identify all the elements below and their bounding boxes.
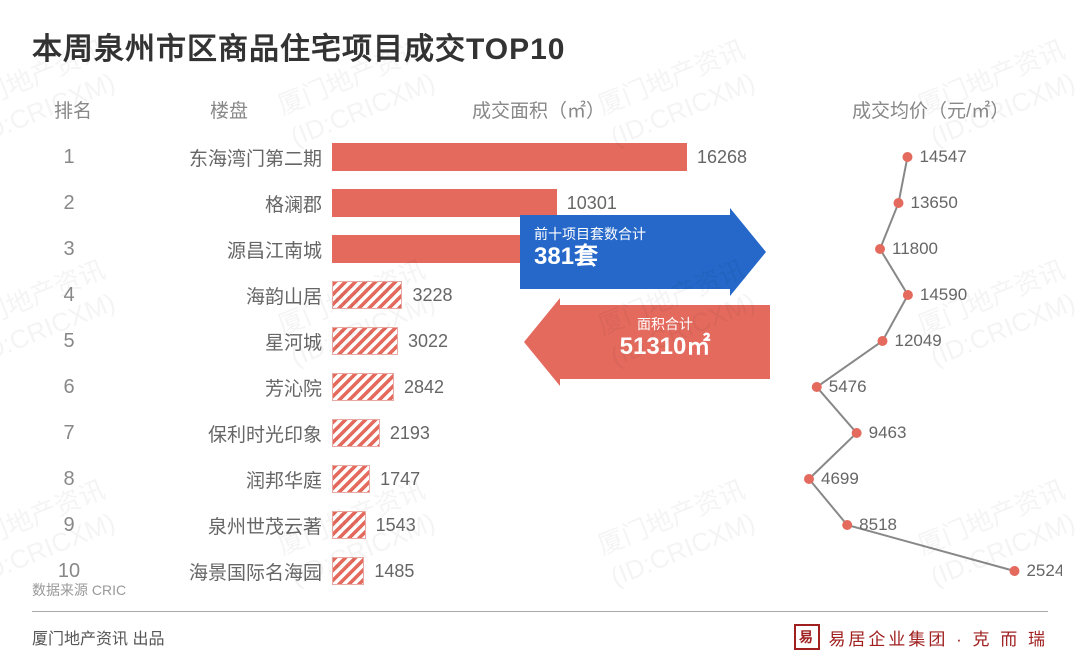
area-bar <box>332 557 364 585</box>
page: 本周泉州市区商品住宅项目成交TOP10 排名 楼盘 成交面积（㎡） 成交均价（元… <box>0 0 1080 672</box>
area-bar <box>332 189 557 217</box>
divider <box>32 611 1048 612</box>
callout-area-label: 面积合计 <box>574 315 756 333</box>
area-value: 1747 <box>380 465 420 493</box>
rank-cell: 2 <box>54 192 84 215</box>
rank-cell: 7 <box>54 422 84 445</box>
area-value: 3022 <box>408 327 448 355</box>
area-value: 1543 <box>376 511 416 539</box>
area-value: 1485 <box>374 557 414 585</box>
col-price: 成交均价（元/㎡） <box>852 96 1009 123</box>
bar-area: 2193 <box>332 419 712 447</box>
name-cell: 芳沁院 <box>112 374 322 401</box>
logo-mark-icon: 易 <box>794 624 820 650</box>
footer-right: 易居企业集团 · 克 而 瑞 <box>828 625 1048 650</box>
name-cell: 星河城 <box>112 328 322 355</box>
area-bar <box>332 143 687 171</box>
column-headers: 排名 楼盘 成交面积（㎡） 成交均价（元/㎡） <box>32 96 1048 124</box>
table-row: 10海景国际名海园1485 <box>32 548 1048 594</box>
footer-logo: 易 易居企业集团 · 克 而 瑞 <box>794 624 1048 650</box>
area-bar <box>332 373 394 401</box>
area-bar <box>332 419 380 447</box>
table-row: 7 保利时光印象 2193 <box>32 410 1048 456</box>
footer-left: 厦门地产资讯 出品 <box>32 625 164 649</box>
col-area: 成交面积（㎡） <box>472 96 605 123</box>
rank-cell: 4 <box>54 284 84 307</box>
bar-area: 10301 <box>332 189 712 217</box>
name-cell: 东海湾门第二期 <box>112 144 322 171</box>
name-cell: 源昌江南城 <box>112 236 322 263</box>
rank-cell: 9 <box>54 514 84 537</box>
callout-area-value: 51310㎡ <box>574 333 756 362</box>
rank-cell: 1 <box>54 146 84 169</box>
bar-area: 1485 <box>332 557 712 585</box>
area-value: 3228 <box>412 281 452 309</box>
name-cell: 海韵山居 <box>112 282 322 309</box>
area-bar <box>332 511 366 539</box>
callout-units-value: 381套 <box>534 243 716 272</box>
name-cell: 润邦华庭 <box>112 466 322 493</box>
rank-cell: 3 <box>54 238 84 261</box>
area-value: 16268 <box>697 143 747 171</box>
table-row: 9 泉州世茂云著 1543 <box>32 502 1048 548</box>
col-rank: 排名 <box>54 96 92 123</box>
col-name: 楼盘 <box>210 96 248 123</box>
area-value: 10301 <box>567 189 617 217</box>
area-bar <box>332 465 370 493</box>
bar-area: 1747 <box>332 465 712 493</box>
name-cell: 泉州世茂云著 <box>112 512 322 539</box>
footer: 厦门地产资讯 出品 易 易居企业集团 · 克 而 瑞 <box>32 624 1048 650</box>
name-cell: 海景国际名海园 <box>112 558 322 585</box>
rank-cell: 6 <box>54 376 84 399</box>
name-cell: 格澜郡 <box>112 190 322 217</box>
rank-cell: 8 <box>54 468 84 491</box>
callout-units-label: 前十项目套数合计 <box>534 225 716 243</box>
area-bar <box>332 327 398 355</box>
table-row: 8 润邦华庭 1747 <box>32 456 1048 502</box>
area-bar <box>332 235 521 263</box>
callouts: 前十项目套数合计 381套 面积合计 51310㎡ <box>520 215 780 395</box>
name-cell: 保利时光印象 <box>112 420 322 447</box>
table-row: 1 东海湾门第二期 16268 <box>32 134 1048 180</box>
area-bar <box>332 281 402 309</box>
page-title: 本周泉州市区商品住宅项目成交TOP10 <box>32 24 1048 68</box>
area-value: 2842 <box>404 373 444 401</box>
rank-cell: 5 <box>54 330 84 353</box>
bar-area: 16268 <box>332 143 712 171</box>
bar-area: 1543 <box>332 511 712 539</box>
callout-total-area: 面积合计 51310㎡ <box>560 305 770 379</box>
data-source: 数据来源 CRIC <box>32 580 126 600</box>
callout-total-units: 前十项目套数合计 381套 <box>520 215 730 289</box>
area-value: 2193 <box>390 419 430 447</box>
